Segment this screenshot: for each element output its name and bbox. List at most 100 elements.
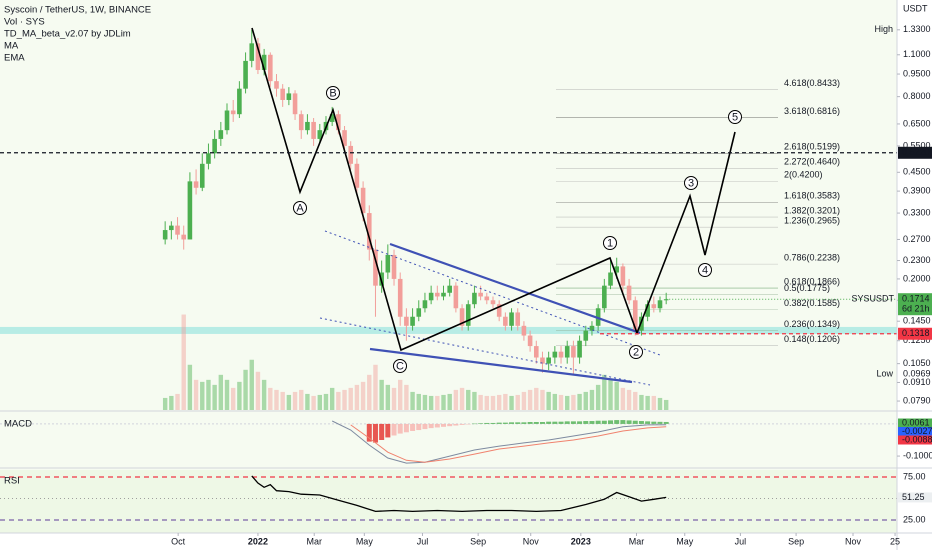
candle-body [255,43,261,70]
candle-body [608,272,613,286]
macd-histogram-bar [527,422,533,424]
candle-body [416,308,422,317]
volume-bar [527,389,533,410]
candle-body [342,130,347,146]
last-price-box [898,293,932,316]
volume-bar [187,364,193,410]
fib-label: 2.618(0.5199) [784,142,840,152]
volume-bar [645,395,650,410]
wave-label: B [329,87,336,99]
volume-bar [274,389,279,410]
fib-label: 0.618(0.1866) [784,276,840,286]
price-box-label: 0.1318 [902,328,930,338]
candle-body [292,93,298,115]
volume-bar [280,391,285,410]
macd-histogram-bar [441,423,447,427]
candle-body [441,292,446,297]
rsi-line [251,475,667,513]
macd-histogram-bar [663,421,669,424]
macd-histogram-bar [614,420,620,424]
x-tick-label: May [676,536,694,546]
macd-histogram-bar [496,422,502,424]
volume-bar [360,381,366,410]
channel-line [389,242,641,335]
candle-body [187,181,193,240]
candle-body [503,316,508,326]
x-tick-label: May [356,536,374,546]
candle-body [589,325,595,331]
x-tick-label: 25 [890,536,900,546]
y-tick-label: 1.1000 [903,49,931,59]
volume-bar [305,393,310,410]
candle-body [422,300,428,309]
channel-line [369,347,633,384]
macd-histogram-bar [502,422,508,424]
volume-bar [663,399,669,410]
candle-body [472,292,477,305]
macd-histogram-bar [657,421,663,424]
macd-histogram-bar [626,420,632,424]
wave-circle [684,176,698,190]
wave-circle [293,201,307,215]
macd-histogram-bar [385,423,391,438]
indicator-label: MA [4,41,19,52]
candle-body [181,234,187,240]
candle-body [237,88,242,115]
volume-bar [571,394,576,410]
volume-bar [175,393,180,410]
volume-bar [435,395,440,410]
candle-body [175,225,180,235]
wave-label: 1 [607,237,613,249]
volume-bar [391,387,397,410]
volume-bar [317,394,322,410]
volume-bar [608,379,613,410]
symbol-label: SYSUSDT [851,294,894,304]
macd-histogram-bar [422,423,428,430]
candle-body [212,138,217,154]
candle-body [465,304,471,326]
volume-bar [162,397,168,410]
low-label: Low [876,369,893,379]
drawings: A B C 1 2 3 4 5 [251,27,742,386]
candle-body [336,114,341,131]
volume-bar [496,394,502,410]
macd-histogram-bar [453,423,459,426]
candle-body [428,292,434,301]
candle-body [373,249,378,286]
macd-histogram-bar [620,420,626,424]
y-tick-label: 0.1450 [903,316,931,326]
macd-histogram-bar [434,423,440,428]
candle-body [645,304,650,317]
volume-bar [478,394,483,410]
candle-body [391,254,397,279]
wave-label: 5 [732,111,738,123]
fib-label: 3.618(0.6816) [784,106,840,116]
volume-bar [466,389,471,410]
candle-body [577,340,582,358]
price-box [898,327,932,340]
macd-value-label: 0.0061 [902,417,930,427]
candle-body [602,285,607,309]
candle-body [193,181,199,188]
price-box-label: 0.5220 [902,147,930,157]
macd-histogram-bar [428,423,434,429]
x-tick-label: Nov [845,536,862,546]
macd-value-label: -0.0027 [902,426,932,436]
volume-bar [565,395,570,410]
wave-label: 4 [702,264,708,276]
candle-body [546,357,551,364]
volume-bar [329,387,335,410]
volume-bar [503,393,508,410]
macd-histogram-bar [471,423,477,425]
volume-bar [286,394,292,410]
pane-label: RSI [4,476,20,487]
candle-body [261,54,267,70]
macd-histogram-bar [372,423,378,443]
candle-body [583,330,589,341]
candle-body [199,163,205,188]
x-tick-label: Oct [171,536,186,546]
candle-body [459,308,465,326]
macd-histogram-bar [583,421,589,424]
volume-bar [169,395,174,410]
candle-body [490,300,496,305]
